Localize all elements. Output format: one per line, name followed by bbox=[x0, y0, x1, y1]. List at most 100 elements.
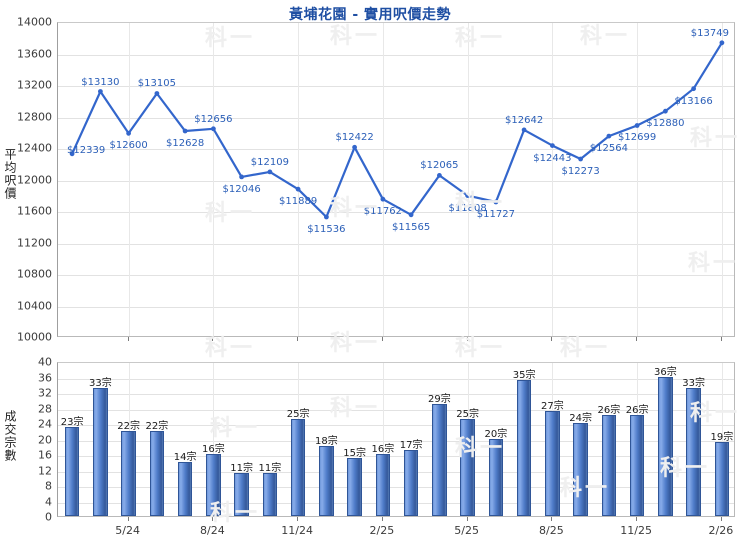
line-data-point bbox=[126, 130, 131, 136]
bar bbox=[460, 419, 475, 516]
line-point-label: $11889 bbox=[279, 196, 318, 208]
x-axis-tick-label: 5/25 bbox=[454, 524, 479, 537]
bar-chart-x-tick-mark bbox=[551, 517, 553, 521]
bar bbox=[629, 415, 645, 516]
line-point-label: $12600 bbox=[109, 140, 148, 152]
line-data-point bbox=[211, 126, 216, 132]
bar bbox=[347, 457, 362, 516]
bar bbox=[686, 388, 701, 516]
gridline bbox=[58, 440, 734, 442]
line-data-point bbox=[606, 133, 612, 139]
gridline-vertical bbox=[382, 363, 384, 516]
line-point-label: $11727 bbox=[476, 208, 515, 220]
line-chart-x-tick-mark bbox=[297, 337, 299, 341]
line-chart-x-tick-mark bbox=[551, 337, 553, 341]
bar-value-label: 29宗 bbox=[428, 393, 451, 405]
bar-chart-y-tick-label: 32 bbox=[38, 386, 52, 400]
gridline bbox=[58, 306, 734, 308]
bar bbox=[206, 454, 221, 516]
line-chart-x-tick-mark bbox=[636, 337, 638, 341]
line-chart-y-tick-label: 10400 bbox=[17, 299, 52, 312]
bar bbox=[488, 438, 504, 516]
line-chart-plot-area: $12339 $13130 $12600 $13105 $12628 $12656 $120… bbox=[57, 22, 735, 337]
bar-chart-y-tick-label: 4 bbox=[45, 495, 52, 508]
x-axis-tick-label: 11/24 bbox=[281, 524, 313, 537]
line-point-label: $11565 bbox=[392, 221, 431, 233]
gridline bbox=[58, 456, 734, 457]
gridline-vertical bbox=[467, 23, 469, 336]
bar-value-label: 11宗 bbox=[230, 463, 253, 475]
bar bbox=[64, 426, 80, 516]
bar bbox=[601, 415, 617, 516]
bar-chart-x-tick-mark bbox=[466, 517, 468, 521]
gridline bbox=[58, 394, 734, 395]
gridline-vertical bbox=[721, 23, 723, 336]
line-point-label: $12065 bbox=[420, 160, 459, 172]
bar bbox=[262, 473, 278, 516]
gridline bbox=[58, 425, 734, 426]
bar bbox=[234, 473, 249, 516]
bar-chart-y-axis-title: 成交宗數 bbox=[3, 409, 17, 462]
bar-value-label: 14宗 bbox=[173, 451, 197, 463]
line-data-point bbox=[98, 89, 103, 94]
line-data-point bbox=[182, 128, 188, 134]
line-point-label: $12046 bbox=[222, 183, 261, 195]
x-axis-tick-label: 5/24 bbox=[115, 524, 140, 537]
line-chart-y-tick-label: 10800 bbox=[17, 267, 52, 281]
bar-value-label: 16宗 bbox=[202, 444, 225, 455]
gridline-vertical bbox=[721, 363, 723, 516]
line-point-label: $13105 bbox=[137, 78, 176, 90]
line-point-label: $12422 bbox=[335, 132, 374, 144]
bar-chart-x-tick-mark bbox=[297, 517, 299, 521]
bar-chart-y-tick-label: 20 bbox=[38, 433, 52, 446]
bar bbox=[516, 380, 532, 516]
bar-chart-x-tick-mark bbox=[212, 517, 214, 521]
bar bbox=[319, 446, 334, 516]
line-data-point bbox=[239, 174, 245, 180]
line-data-point bbox=[634, 123, 640, 128]
line-path bbox=[71, 42, 723, 219]
gridline bbox=[58, 243, 734, 245]
gridline-vertical bbox=[298, 23, 300, 336]
line-data-point bbox=[408, 212, 414, 218]
line-point-label: $12339 bbox=[67, 144, 106, 156]
bar-value-label: 16宗 bbox=[371, 444, 395, 455]
line-chart-y-axis-title: 平均呎價 bbox=[3, 147, 17, 200]
bar-chart-y-tick-label: 0 bbox=[45, 510, 52, 524]
line-point-label: $12273 bbox=[561, 166, 600, 177]
bar-chart-y-tick-label: 16 bbox=[38, 448, 52, 462]
gridline-vertical bbox=[213, 363, 215, 516]
line-data-point bbox=[493, 199, 499, 205]
line-point-label: $12642 bbox=[505, 114, 544, 126]
bar-value-label: 22宗 bbox=[145, 420, 169, 432]
gridline bbox=[58, 409, 734, 411]
line-point-label: $12628 bbox=[166, 138, 205, 150]
bar bbox=[432, 403, 447, 516]
line-chart-y-tick-label: 13600 bbox=[17, 47, 52, 60]
x-axis-tick-label: 8/24 bbox=[200, 524, 225, 537]
x-axis-tick-label: 8/25 bbox=[539, 524, 564, 537]
line-data-point bbox=[324, 214, 329, 220]
bar-value-label: 25宗 bbox=[286, 409, 310, 421]
bar bbox=[545, 411, 560, 516]
gridline bbox=[58, 275, 734, 276]
line-data-point bbox=[691, 86, 696, 92]
bar-value-label: 33宗 bbox=[89, 378, 112, 390]
line-chart-y-tick-label: 12000 bbox=[17, 173, 52, 186]
bar-chart-y-tick-label: 8 bbox=[45, 479, 52, 493]
bar bbox=[177, 461, 193, 516]
bar bbox=[573, 423, 588, 516]
line-data-point bbox=[295, 186, 301, 192]
gridline bbox=[58, 471, 734, 473]
bar-chart-x-tick-mark bbox=[381, 517, 383, 521]
gridline bbox=[58, 378, 734, 380]
bar-value-label: 24宗 bbox=[569, 413, 592, 424]
bar bbox=[658, 376, 673, 516]
line-data-point bbox=[437, 173, 442, 178]
bar-chart-y-tick-label: 12 bbox=[38, 464, 52, 477]
bar bbox=[403, 450, 419, 516]
line-data-point bbox=[550, 143, 555, 148]
bar-chart-x-tick-mark bbox=[127, 517, 129, 521]
bar bbox=[375, 454, 391, 516]
